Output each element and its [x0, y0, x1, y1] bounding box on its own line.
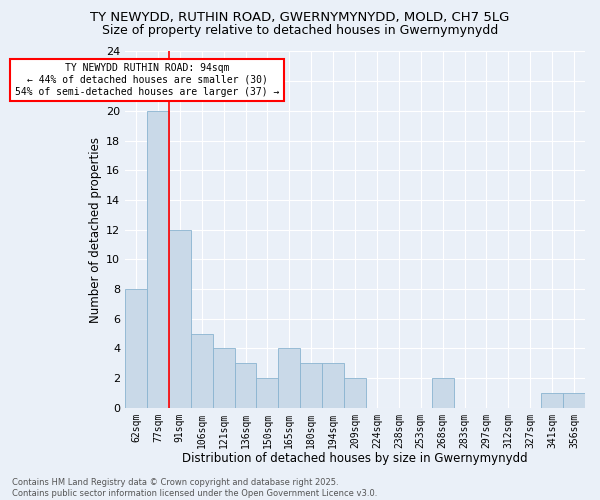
- Bar: [235, 363, 256, 408]
- Text: Size of property relative to detached houses in Gwernymynydd: Size of property relative to detached ho…: [102, 24, 498, 37]
- Bar: [300, 363, 322, 408]
- Bar: [563, 393, 585, 407]
- Bar: [344, 378, 366, 408]
- Bar: [169, 230, 191, 408]
- Bar: [541, 393, 563, 407]
- Bar: [256, 378, 278, 408]
- Text: TY NEWYDD, RUTHIN ROAD, GWERNYMYNYDD, MOLD, CH7 5LG: TY NEWYDD, RUTHIN ROAD, GWERNYMYNYDD, MO…: [91, 11, 509, 24]
- X-axis label: Distribution of detached houses by size in Gwernymynydd: Distribution of detached houses by size …: [182, 452, 528, 465]
- Bar: [212, 348, 235, 408]
- Bar: [147, 111, 169, 408]
- Bar: [125, 289, 147, 408]
- Text: Contains HM Land Registry data © Crown copyright and database right 2025.
Contai: Contains HM Land Registry data © Crown c…: [12, 478, 377, 498]
- Bar: [431, 378, 454, 408]
- Bar: [322, 363, 344, 408]
- Bar: [191, 334, 212, 407]
- Y-axis label: Number of detached properties: Number of detached properties: [89, 136, 102, 322]
- Text: TY NEWYDD RUTHIN ROAD: 94sqm
← 44% of detached houses are smaller (30)
54% of se: TY NEWYDD RUTHIN ROAD: 94sqm ← 44% of de…: [15, 64, 279, 96]
- Bar: [278, 348, 300, 408]
